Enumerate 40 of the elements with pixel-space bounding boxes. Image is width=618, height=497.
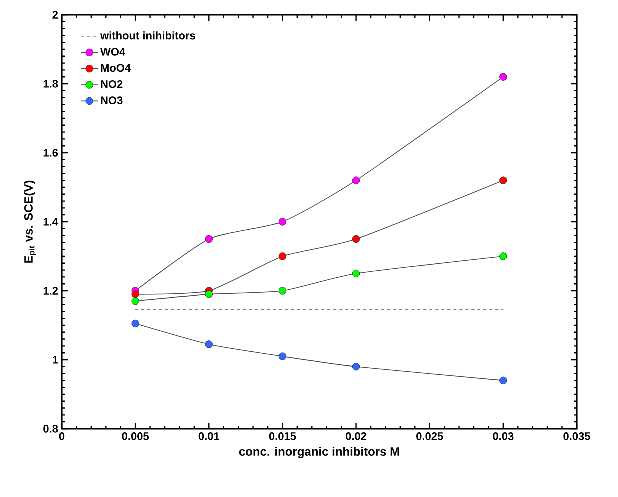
x-tick-label: 0.005: [122, 432, 150, 440]
legend-label: NO2: [101, 80, 123, 88]
y-tick-label: 1: [53, 356, 58, 364]
x-tick-label: 0.03: [493, 432, 514, 440]
point: [132, 297, 140, 306]
point: [352, 363, 360, 371]
legend-label: NO3: [101, 96, 123, 104]
y-tick-label: 0.8: [44, 425, 58, 433]
point: [278, 252, 287, 260]
y-tick-label: 1.6: [44, 149, 58, 157]
point: [500, 73, 508, 81]
x-tick-label: 0.02: [346, 432, 367, 440]
point: [500, 176, 508, 184]
point: [205, 235, 213, 244]
y-tick-label: 1.8: [44, 80, 58, 88]
x-axis-title: conc. inorganic inhibitors M: [239, 447, 400, 458]
point: [132, 290, 140, 298]
point: [278, 287, 287, 295]
point: [352, 270, 360, 278]
x-tick-label: 0.01: [198, 432, 220, 440]
point: [352, 176, 360, 184]
x-tick-label: 0.015: [269, 432, 296, 440]
legend-label: MoO4: [101, 64, 132, 72]
y-tick-label: 2: [52, 11, 58, 19]
point: [205, 290, 213, 298]
legend-label: WO4: [100, 48, 126, 56]
y-axis-title: E$_{pit}$ vs. SCE(V): [24, 180, 36, 263]
y-tick-label: 1.2: [44, 287, 58, 295]
point: [500, 252, 508, 260]
point: [132, 320, 140, 328]
point: [205, 340, 213, 348]
point: [278, 218, 287, 226]
y-tick-label: 1.4: [44, 218, 58, 226]
point: [500, 376, 508, 385]
point: [278, 352, 287, 360]
point: [352, 235, 360, 244]
x-tick-label: 0.025: [416, 432, 444, 440]
legend-label: without inihibitors: [100, 32, 196, 40]
x-tick-label: 0.035: [564, 432, 590, 440]
x-tick-label: 0: [59, 432, 65, 440]
